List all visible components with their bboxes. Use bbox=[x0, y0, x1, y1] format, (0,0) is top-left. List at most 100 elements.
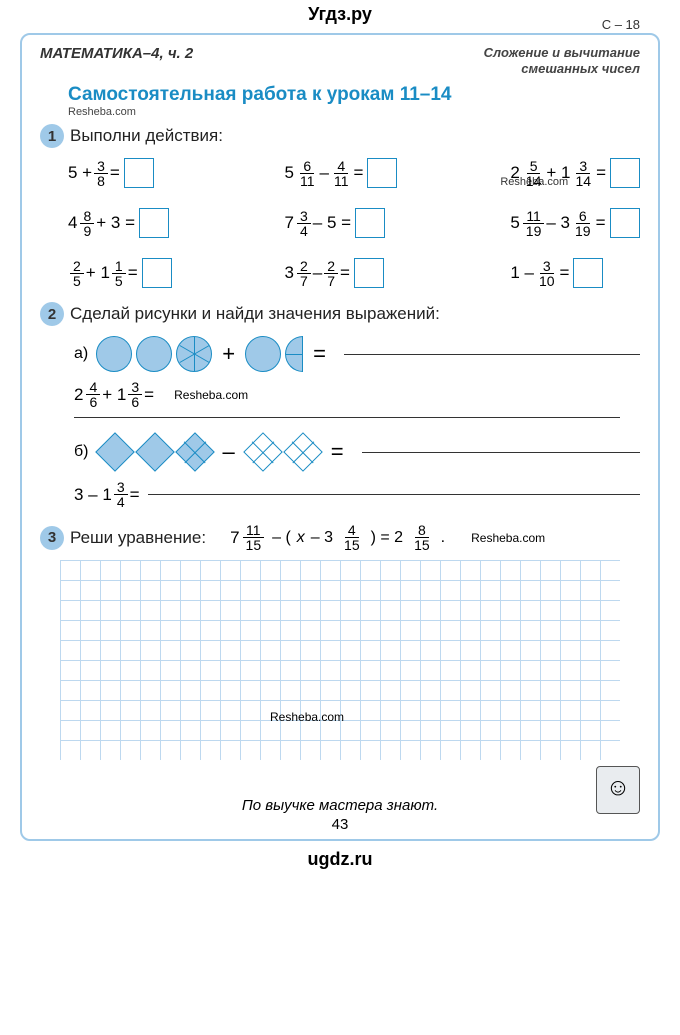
frac-bot: 5 bbox=[70, 274, 84, 288]
minus-icon: – bbox=[223, 439, 235, 465]
frac-bot: 15 bbox=[243, 538, 265, 552]
task-2: 2 Сделай рисунки и найди значения выраже… bbox=[40, 302, 640, 509]
task-2a-label: а) bbox=[74, 345, 88, 363]
frac-bot: 8 bbox=[94, 174, 108, 188]
frac-bot: 19 bbox=[523, 224, 545, 238]
frac-top: 11 bbox=[243, 523, 264, 538]
eq-2-3: 327 – 27 = bbox=[285, 258, 398, 288]
diamond-quarters-icon bbox=[243, 432, 283, 472]
eq-text: = bbox=[560, 263, 570, 283]
eq-2-2: 734 – 5 = bbox=[285, 208, 398, 238]
frac-bot: 7 bbox=[324, 274, 338, 288]
circle-sixths-icon bbox=[176, 336, 212, 372]
page-number: 43 bbox=[40, 816, 640, 833]
eq-text: 7 bbox=[285, 213, 294, 233]
task-3-badge: 3 bbox=[40, 526, 64, 550]
task-3: 3 Реши уравнение: 71115 – ( x – 3 415 ) … bbox=[40, 523, 640, 760]
frac-top: 11 bbox=[523, 209, 544, 224]
answer-box[interactable] bbox=[355, 208, 385, 238]
diamond-quarters-icon bbox=[175, 432, 215, 472]
frac-top: 3 bbox=[576, 159, 590, 174]
circle-icon bbox=[245, 336, 281, 372]
frac-top: 8 bbox=[80, 209, 94, 224]
top-watermark: Угдз.ру bbox=[0, 0, 680, 29]
eq-text: . bbox=[441, 529, 445, 547]
eq-text: – bbox=[320, 163, 329, 183]
frac-top: 2 bbox=[324, 259, 338, 274]
eq-text: – ( bbox=[272, 529, 291, 547]
frac-bot: 4 bbox=[297, 224, 311, 238]
eq-text: 2 bbox=[74, 385, 83, 405]
answer-box[interactable] bbox=[367, 158, 397, 188]
header-right: Сложение и вычитание смешанных чисел bbox=[484, 45, 640, 76]
frac-top: 3 bbox=[128, 380, 142, 395]
frac-top: 1 bbox=[112, 259, 126, 274]
eq-text: + 1 bbox=[102, 385, 126, 405]
answer-box[interactable] bbox=[354, 258, 384, 288]
eq-text: 5 + bbox=[68, 163, 92, 183]
eq-text: 4 bbox=[68, 213, 77, 233]
task-2a-visual: а) + = bbox=[74, 336, 640, 372]
task-1-equations: 5 + 38 = 489 + 3 = 25 + 1 15 = bbox=[68, 158, 640, 288]
eq-variable: x bbox=[297, 529, 305, 547]
frac-bot: 6 bbox=[86, 395, 100, 409]
answer-box[interactable] bbox=[610, 158, 640, 188]
eq-text: = bbox=[596, 163, 606, 183]
eq-text: 5 bbox=[510, 213, 519, 233]
eq-text: 7 bbox=[230, 528, 239, 548]
answer-line[interactable] bbox=[148, 494, 640, 495]
eq-text: = bbox=[110, 163, 120, 183]
source-watermark: Resheba.com bbox=[68, 106, 640, 118]
source-watermark: Resheba.com bbox=[270, 710, 344, 724]
frac-bot: 14 bbox=[572, 174, 594, 188]
circle-icon bbox=[136, 336, 172, 372]
frac-top: 6 bbox=[576, 209, 590, 224]
answer-box[interactable] bbox=[610, 208, 640, 238]
answer-box[interactable] bbox=[124, 158, 154, 188]
worksheet-page: С – 18 МАТЕМАТИКА–4, ч. 2 Сложение и выч… bbox=[20, 33, 660, 841]
frac-bot: 11 bbox=[297, 174, 318, 188]
eq-text: + 3 = bbox=[96, 213, 135, 233]
frac-bot: 4 bbox=[114, 495, 128, 509]
eq-2-1: 5611 – 411 = bbox=[285, 158, 398, 188]
answer-grid[interactable]: Resheba.com bbox=[60, 560, 620, 760]
page-header: МАТЕМАТИКА–4, ч. 2 Сложение и вычитание … bbox=[40, 45, 640, 76]
frac-bot: 9 bbox=[80, 224, 94, 238]
answer-line[interactable] bbox=[74, 417, 620, 418]
eq-text: – 3 bbox=[311, 529, 333, 547]
frac-bot: 19 bbox=[572, 224, 594, 238]
half-circle-icon bbox=[285, 336, 303, 372]
answer-box[interactable] bbox=[573, 258, 603, 288]
answer-box[interactable] bbox=[142, 258, 172, 288]
header-right-line2: смешанных чисел bbox=[484, 61, 640, 77]
task-3-title: Реши уравнение: bbox=[70, 528, 206, 548]
proverb-text: По выучке мастера знают. bbox=[84, 797, 596, 814]
frac-top: 3 bbox=[114, 480, 128, 495]
source-watermark: Resheba.com bbox=[471, 531, 545, 545]
eq-3-3: 1 – 310 = bbox=[510, 258, 640, 288]
page-footer: По выучке мастера знают. ☺ bbox=[40, 766, 640, 814]
task-2b-visual: б) – = bbox=[74, 432, 640, 472]
equals-icon: = bbox=[331, 439, 344, 465]
task-2a-expr: 246 + 1 36 = Resheba.com bbox=[74, 380, 640, 409]
diamond-icon bbox=[135, 432, 175, 472]
eq-text: – bbox=[313, 263, 322, 283]
eq-1-1: 5 + 38 = bbox=[68, 158, 172, 188]
eq-text: = bbox=[596, 213, 606, 233]
eq-text: + 1 bbox=[86, 263, 110, 283]
frac-bot: 6 bbox=[128, 395, 142, 409]
eq-text: = bbox=[144, 385, 154, 405]
answer-box[interactable] bbox=[139, 208, 169, 238]
eq-3-1: 2514 + 1 314 = bbox=[510, 158, 640, 188]
answer-line[interactable] bbox=[344, 354, 640, 355]
eq-text: 5 bbox=[285, 163, 294, 183]
task-1-badge: 1 bbox=[40, 124, 64, 148]
frac-top: 2 bbox=[70, 259, 84, 274]
source-watermark: Resheba.com bbox=[174, 388, 248, 402]
frac-top: 5 bbox=[527, 159, 541, 174]
answer-line[interactable] bbox=[362, 452, 640, 453]
header-left: МАТЕМАТИКА–4, ч. 2 bbox=[40, 45, 193, 62]
main-title: Самостоятельная работа к урокам 11–14 bbox=[68, 84, 640, 106]
frac-top: 4 bbox=[334, 159, 348, 174]
eq-text: + 1 bbox=[546, 163, 570, 183]
